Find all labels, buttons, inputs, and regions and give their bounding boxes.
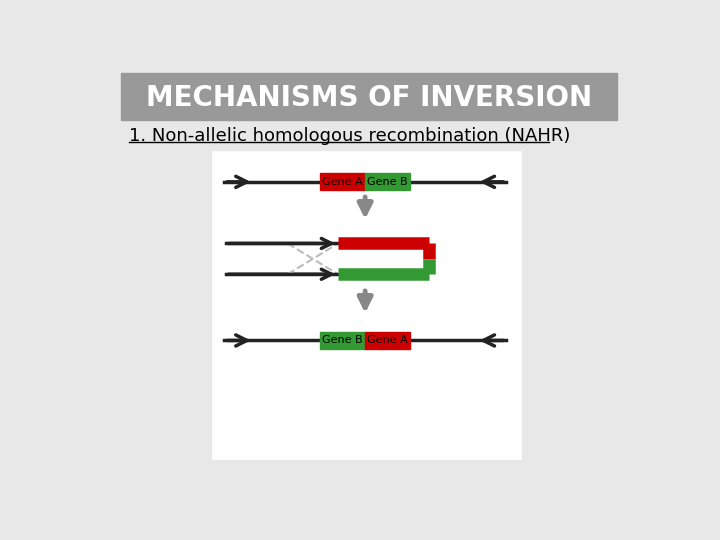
Bar [212, 151, 521, 459]
Bar [320, 332, 365, 349]
Text: 1. Non-allelic homologous recombination (NAHR): 1. Non-allelic homologous recombination … [129, 127, 570, 145]
Bar [365, 332, 410, 349]
Bar [320, 173, 365, 190]
Text: Gene A: Gene A [367, 335, 408, 346]
Text: Gene B: Gene B [367, 177, 408, 187]
Text: MECHANISMS OF INVERSION: MECHANISMS OF INVERSION [146, 84, 592, 112]
Text: Gene B: Gene B [323, 335, 363, 346]
Bar [121, 72, 617, 120]
Bar [365, 173, 410, 190]
Text: Gene A: Gene A [323, 177, 363, 187]
